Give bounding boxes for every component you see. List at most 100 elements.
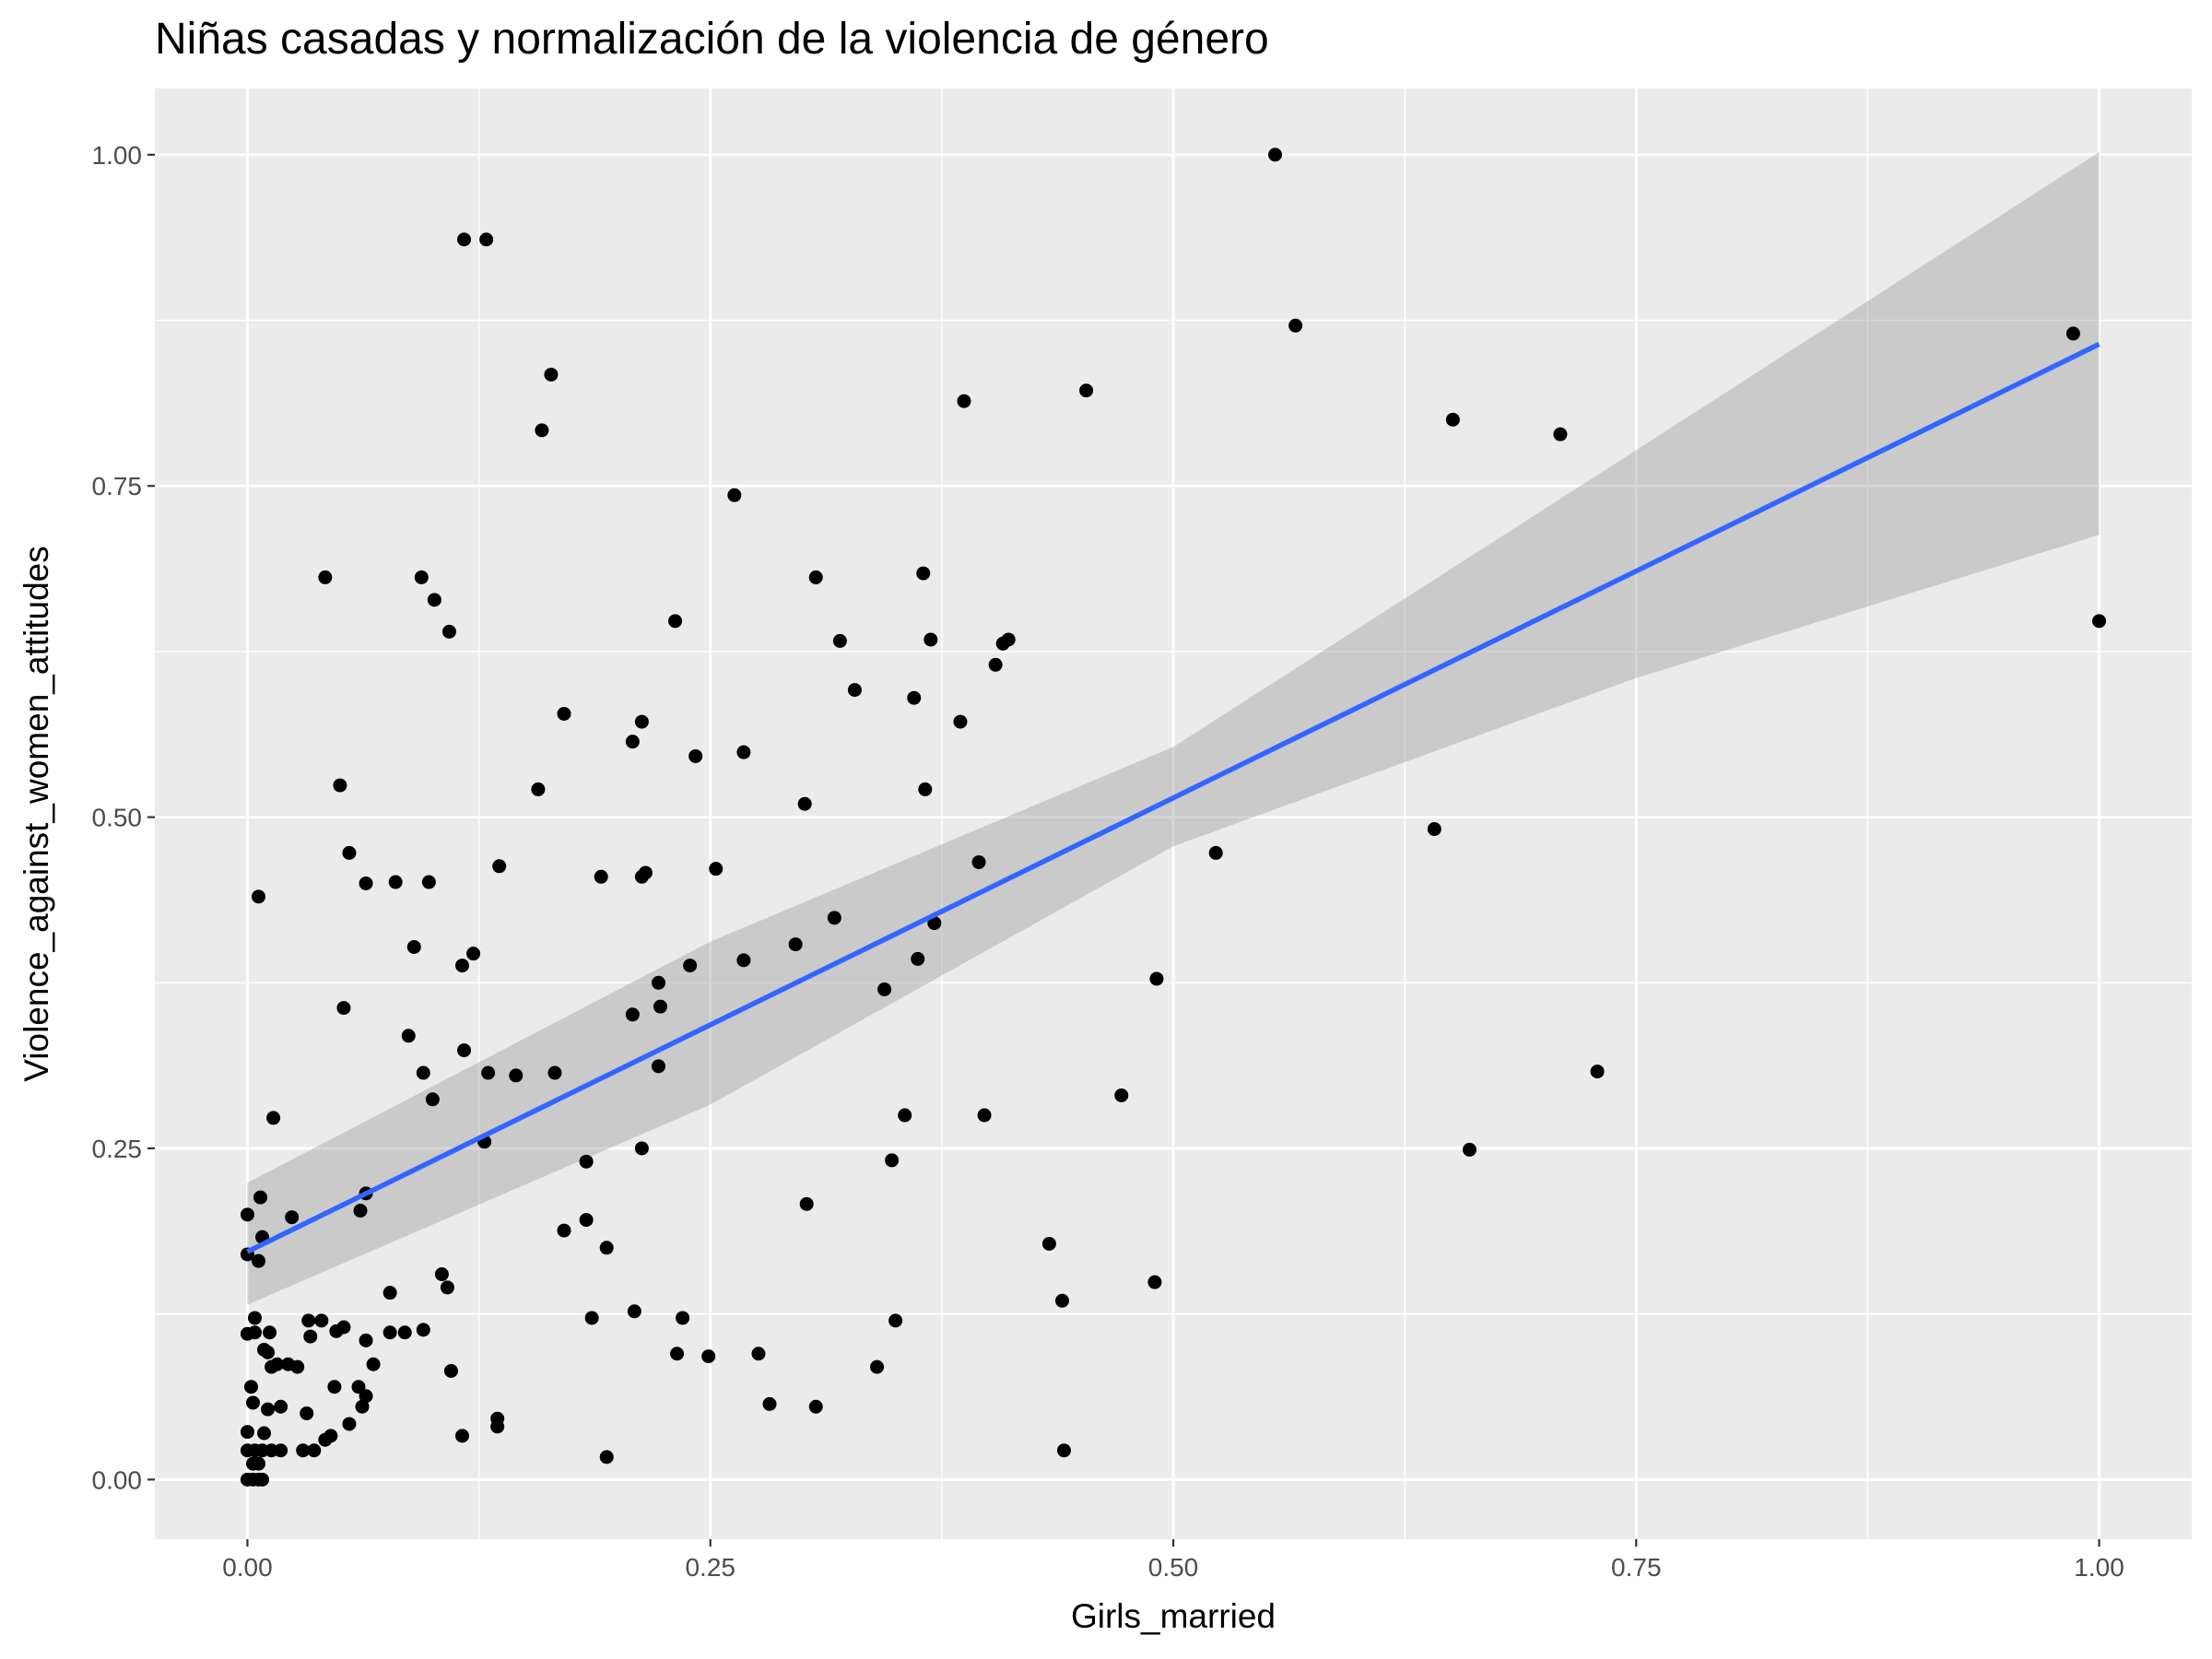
- major-gridlines: [155, 88, 2192, 1539]
- data-point: [727, 488, 742, 502]
- data-point: [388, 875, 403, 889]
- x-tick-label: 0.25: [685, 1553, 735, 1582]
- data-point: [594, 869, 608, 884]
- data-point: [579, 1213, 594, 1228]
- data-point: [359, 1333, 373, 1347]
- data-point: [808, 1399, 823, 1414]
- data-point: [957, 394, 971, 408]
- data-point: [599, 1241, 614, 1255]
- data-points-layer: [240, 147, 2107, 1487]
- data-point: [261, 1345, 276, 1359]
- data-point: [401, 1029, 416, 1043]
- data-point: [634, 1141, 649, 1156]
- data-point: [406, 939, 421, 954]
- data-point: [252, 1456, 266, 1471]
- data-point: [255, 1472, 270, 1487]
- x-tick-label: 0.00: [222, 1553, 273, 1582]
- data-point: [382, 1286, 397, 1300]
- x-tick-label: 0.75: [1611, 1553, 1662, 1582]
- x-tick-label: 1.00: [2074, 1553, 2124, 1582]
- data-point: [457, 232, 472, 247]
- data-point: [247, 1311, 262, 1325]
- data-point: [421, 875, 436, 889]
- data-point: [1427, 822, 1441, 837]
- data-point: [638, 865, 653, 880]
- data-point: [709, 862, 724, 877]
- data-point: [333, 778, 347, 793]
- data-point: [625, 1007, 640, 1022]
- data-point: [290, 1359, 305, 1374]
- data-point: [425, 1092, 440, 1107]
- data-point: [827, 911, 841, 925]
- data-point: [927, 916, 942, 931]
- data-point: [240, 1207, 254, 1222]
- regression-line: [246, 341, 2100, 1254]
- data-point: [799, 1196, 814, 1211]
- data-point: [634, 714, 649, 729]
- data-point: [1208, 845, 1223, 860]
- data-point: [2065, 326, 2080, 341]
- data-point: [670, 1347, 685, 1361]
- data-point: [1445, 412, 1460, 427]
- data-point: [266, 1111, 281, 1125]
- data-point: [466, 947, 481, 961]
- data-point: [1149, 971, 1164, 986]
- x-axis-title: Girls_married: [1071, 1597, 1276, 1635]
- data-point: [988, 657, 1003, 672]
- data-point: [314, 1313, 329, 1328]
- confidence-band: [247, 151, 2100, 1305]
- y-axis-ticks: 0.00 0.25 0.50 0.75 1.00: [92, 141, 155, 1494]
- data-point: [579, 1154, 594, 1169]
- regression-line-layer: [246, 341, 2100, 1254]
- data-point: [911, 951, 925, 966]
- data-point: [1079, 383, 1094, 398]
- data-point: [353, 1204, 368, 1218]
- data-point: [977, 1108, 992, 1123]
- data-point: [301, 1313, 316, 1328]
- data-point: [366, 1357, 381, 1371]
- data-point: [653, 999, 667, 1014]
- data-point: [898, 1108, 912, 1123]
- data-point: [252, 1253, 266, 1268]
- data-point: [668, 614, 683, 629]
- data-point: [584, 1311, 599, 1325]
- data-point: [427, 593, 441, 607]
- data-point: [481, 1065, 496, 1080]
- data-point: [243, 1380, 258, 1394]
- data-point: [1114, 1088, 1129, 1102]
- data-point: [479, 232, 494, 247]
- y-tick-label: 0.25: [92, 1135, 143, 1163]
- y-tick-label: 0.75: [92, 472, 143, 500]
- data-point: [547, 1065, 562, 1080]
- data-point: [285, 1210, 300, 1225]
- data-point: [953, 714, 968, 729]
- confidence-band-layer: [247, 151, 2100, 1305]
- data-point: [342, 1417, 357, 1431]
- data-point: [1054, 1293, 1069, 1308]
- data-point: [245, 1395, 260, 1410]
- data-point: [1590, 1065, 1605, 1079]
- data-point: [261, 1402, 276, 1417]
- data-point: [701, 1349, 716, 1364]
- data-point: [257, 1426, 272, 1441]
- data-point: [544, 367, 559, 382]
- data-point: [918, 782, 933, 796]
- data-point: [885, 1153, 900, 1168]
- data-point: [1041, 1236, 1056, 1251]
- data-point: [557, 1223, 571, 1238]
- data-point: [1288, 318, 1303, 333]
- data-point: [296, 1443, 311, 1458]
- data-point: [1462, 1142, 1477, 1157]
- data-point: [355, 1399, 370, 1414]
- data-point: [531, 782, 546, 796]
- data-point: [416, 1323, 430, 1337]
- data-point: [762, 1396, 777, 1411]
- y-tick-label: 0.50: [92, 804, 143, 832]
- y-tick-label: 0.00: [92, 1465, 143, 1494]
- data-point: [683, 959, 698, 973]
- data-point: [252, 889, 266, 904]
- data-point: [788, 937, 803, 952]
- data-point: [274, 1399, 288, 1414]
- data-point: [455, 1429, 470, 1443]
